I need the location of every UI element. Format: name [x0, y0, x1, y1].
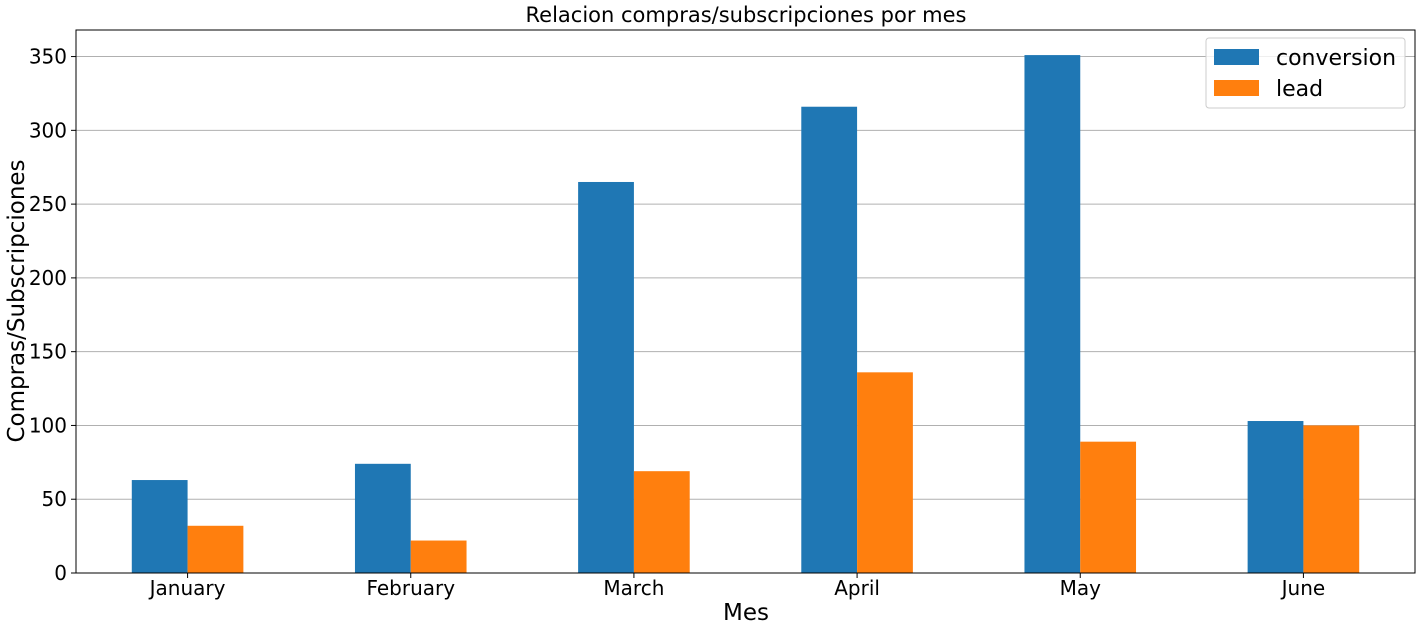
- bar-lead: [187, 525, 244, 573]
- y-axis: 0 50 100 150 200 250 300 350: [29, 45, 76, 585]
- x-tick-label: January: [148, 576, 226, 600]
- bar-lead: [857, 372, 913, 573]
- y-tick-label: 100: [29, 413, 67, 437]
- chart-title: Relacion compras/subscripciones por mes: [526, 3, 967, 27]
- bar-conversion: [1024, 55, 1081, 574]
- bar-lead: [1080, 441, 1137, 573]
- y-tick-label: 250: [29, 192, 67, 216]
- bar-conversion: [131, 480, 188, 573]
- plot-frame: [75, 29, 1416, 574]
- y-tick-label: 0: [54, 561, 67, 585]
- x-tick-label: May: [1060, 576, 1102, 600]
- y-tick-label: 50: [42, 487, 67, 511]
- y-tick-label: 300: [29, 118, 67, 142]
- legend-swatch-lead: [1214, 80, 1259, 96]
- legend-label-lead: lead: [1276, 77, 1323, 102]
- bar-lead: [1303, 425, 1360, 573]
- x-axis-label: Mes: [723, 600, 769, 626]
- legend-swatch-conversion: [1214, 49, 1259, 65]
- bar-lead: [633, 471, 690, 573]
- bar-conversion: [354, 463, 411, 573]
- y-axis-label: Compras/Subscripciones: [4, 159, 30, 442]
- bar-conversion: [801, 106, 858, 573]
- legend: conversion lead: [1205, 37, 1406, 109]
- y-tick-label: 350: [29, 45, 67, 69]
- x-tick-label: June: [1280, 576, 1326, 600]
- bar-conversion: [578, 181, 634, 574]
- x-axis: January February March April May June: [148, 573, 1326, 600]
- bars: [131, 55, 1360, 574]
- bar-conversion: [1247, 421, 1304, 573]
- legend-label-conversion: conversion: [1276, 46, 1396, 71]
- y-tick-label: 200: [29, 266, 67, 290]
- x-tick-label: February: [366, 576, 455, 600]
- bar-lead: [410, 540, 467, 573]
- x-tick-label: April: [834, 576, 880, 600]
- x-tick-label: March: [603, 576, 664, 600]
- y-tick-label: 150: [29, 340, 67, 364]
- gridlines: [76, 56, 1415, 500]
